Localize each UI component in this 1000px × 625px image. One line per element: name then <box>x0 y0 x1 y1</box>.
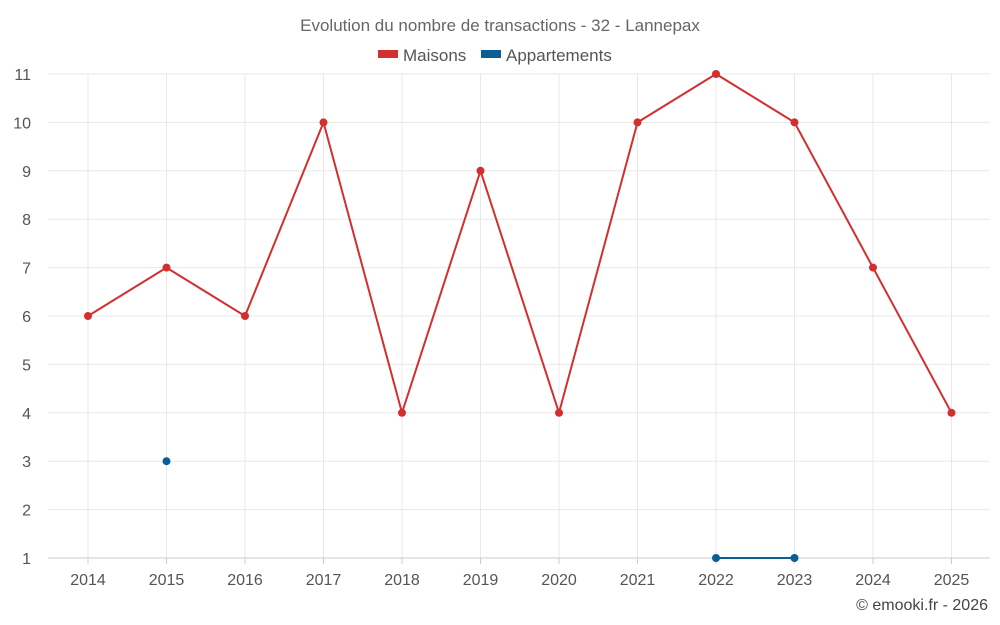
y-tick-label: 6 <box>22 309 31 326</box>
y-tick-label: 3 <box>22 454 31 471</box>
x-tick-label: 2020 <box>541 572 577 589</box>
legend-label-appartements[interactable]: Appartements <box>506 46 612 65</box>
x-tick-label: 2021 <box>620 572 656 589</box>
data-point-maisons[interactable] <box>790 118 799 127</box>
y-tick-label: 7 <box>22 261 31 278</box>
data-point-maisons[interactable] <box>712 70 720 78</box>
x-tick-label: 2023 <box>777 572 813 589</box>
series-layer <box>84 70 956 562</box>
legend-label-maisons[interactable]: Maisons <box>403 46 466 65</box>
x-tick-label: 2019 <box>463 572 499 589</box>
x-tick-label: 2014 <box>70 572 106 589</box>
x-tick-label: 2017 <box>306 572 342 589</box>
y-tick-label: 10 <box>13 115 31 132</box>
data-point-maisons[interactable] <box>162 263 171 272</box>
data-point-maisons[interactable] <box>869 263 877 272</box>
data-point-maisons[interactable] <box>398 408 406 417</box>
y-tick-label: 5 <box>22 357 31 374</box>
series-line-maisons <box>87 73 953 414</box>
x-axis-ticks: 2014 2015 2016 2017 2018 2019 2020 2021 2022 2023… <box>70 558 969 589</box>
data-point-maisons[interactable] <box>555 408 563 417</box>
data-point-maisons[interactable] <box>84 312 92 320</box>
legend[interactable]: Maisons Appartements <box>378 46 612 65</box>
legend-swatch-maisons <box>378 50 398 58</box>
legend-swatch-appartements <box>481 50 501 58</box>
data-point-appartements[interactable] <box>790 554 799 562</box>
data-point-appartements[interactable] <box>712 554 720 562</box>
data-point-maisons[interactable] <box>319 118 328 127</box>
chart-title: Evolution du nombre de transactions - 32… <box>300 16 700 35</box>
x-tick-label: 2018 <box>384 572 420 589</box>
y-tick-label: 9 <box>22 164 31 181</box>
y-gridlines <box>48 73 990 511</box>
data-point-maisons[interactable] <box>476 166 485 175</box>
x-tick-label: 2016 <box>227 572 263 589</box>
data-point-maisons[interactable] <box>633 118 642 127</box>
x-tick-label: 2022 <box>698 572 734 589</box>
y-tick-label: 4 <box>22 406 31 423</box>
y-tick-label: 11 <box>14 67 31 84</box>
y-axis-ticks: 1 2 3 4 5 6 7 8 9 10 11 <box>13 67 31 568</box>
credit-text: © emooki.fr - 2026 <box>856 597 988 614</box>
x-tick-label: 2025 <box>934 572 970 589</box>
x-tick-label: 2024 <box>855 572 891 589</box>
y-tick-label: 8 <box>22 212 31 229</box>
data-point-maisons[interactable] <box>947 408 956 417</box>
y-tick-label: 1 <box>22 551 31 568</box>
data-point-appartements[interactable] <box>162 457 171 466</box>
data-point-maisons[interactable] <box>241 312 249 320</box>
y-tick-label: 2 <box>22 503 31 520</box>
x-tick-label: 2015 <box>149 572 185 589</box>
